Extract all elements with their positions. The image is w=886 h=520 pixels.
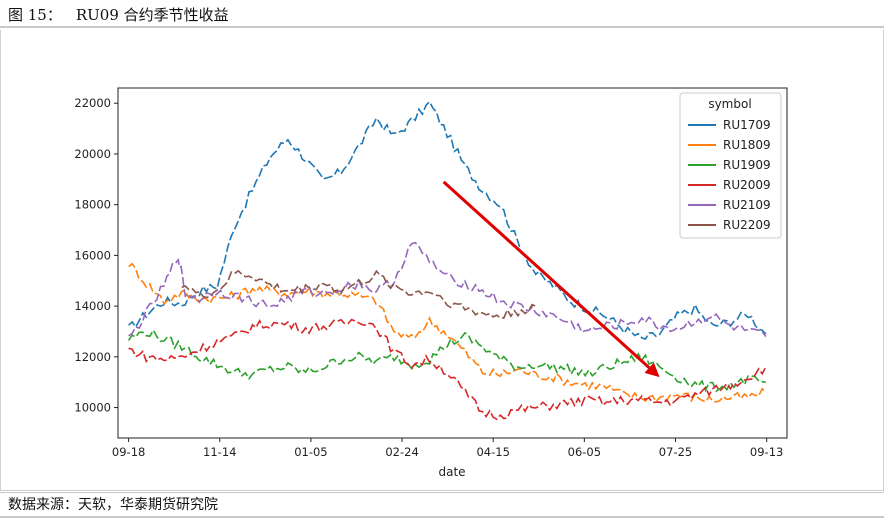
series-line-ru1809	[128, 262, 767, 403]
legend-label: RU2009	[723, 178, 771, 192]
series-lines	[127, 100, 767, 421]
x-tick-label: 07-25	[659, 445, 692, 459]
legend-box	[679, 92, 782, 239]
legend: symbol RU1709 RU1809 RU1909 RU2009 RU2109 RU2…	[679, 92, 782, 239]
x-axis-title: date	[438, 465, 465, 479]
series-line-ru1709	[128, 100, 767, 340]
y-tick-label: 10000	[74, 401, 111, 415]
legend-label: RU1809	[723, 138, 771, 152]
legend-label: RU2109	[723, 198, 771, 212]
data-source: 数据来源：天软，华泰期货研究院	[0, 492, 884, 518]
figure-number: 图 15：	[8, 6, 62, 24]
y-tick-label: 20000	[74, 147, 111, 161]
trend-arrow	[442, 180, 660, 378]
arrow-head	[644, 362, 660, 378]
x-tick-label: 06-05	[568, 445, 601, 459]
y-tick-label: 16000	[74, 248, 111, 262]
x-tick-label: 09-18	[112, 445, 145, 459]
legend-label: RU1709	[723, 118, 771, 132]
plot-area	[117, 87, 788, 439]
legend-title: symbol	[708, 97, 751, 111]
x-axis: 09-18 11-14 01-05 02-24 04-15 06-05 07-25 09-13	[112, 438, 783, 459]
series-line-ru2109	[128, 241, 767, 338]
x-tick-label: 04-15	[476, 445, 509, 459]
x-tick-label: 02-24	[385, 445, 418, 459]
x-tick-label: 11-14	[203, 445, 236, 459]
series-line-ru2009	[128, 318, 767, 421]
legend-label: RU1909	[723, 158, 771, 172]
y-tick-label: 14000	[74, 299, 111, 313]
x-tick-label: 01-05	[294, 445, 327, 459]
figure-frame	[0, 30, 884, 491]
figure-title: RU09 合约季节性收益	[75, 6, 229, 24]
figure-caption: 图 15： RU09 合约季节性收益	[0, 0, 884, 28]
series-line-ru2209	[181, 269, 537, 319]
arrow-shaft	[442, 180, 651, 369]
y-axis: 10000 12000 14000 16000 18000 20000 22000	[74, 96, 118, 415]
y-tick-label: 22000	[74, 96, 111, 110]
y-tick-label: 18000	[74, 198, 111, 212]
series-line-ru1909	[127, 328, 766, 393]
x-tick-label: 09-13	[750, 445, 783, 459]
y-tick-label: 12000	[74, 350, 111, 364]
legend-label: RU2209	[723, 218, 771, 232]
